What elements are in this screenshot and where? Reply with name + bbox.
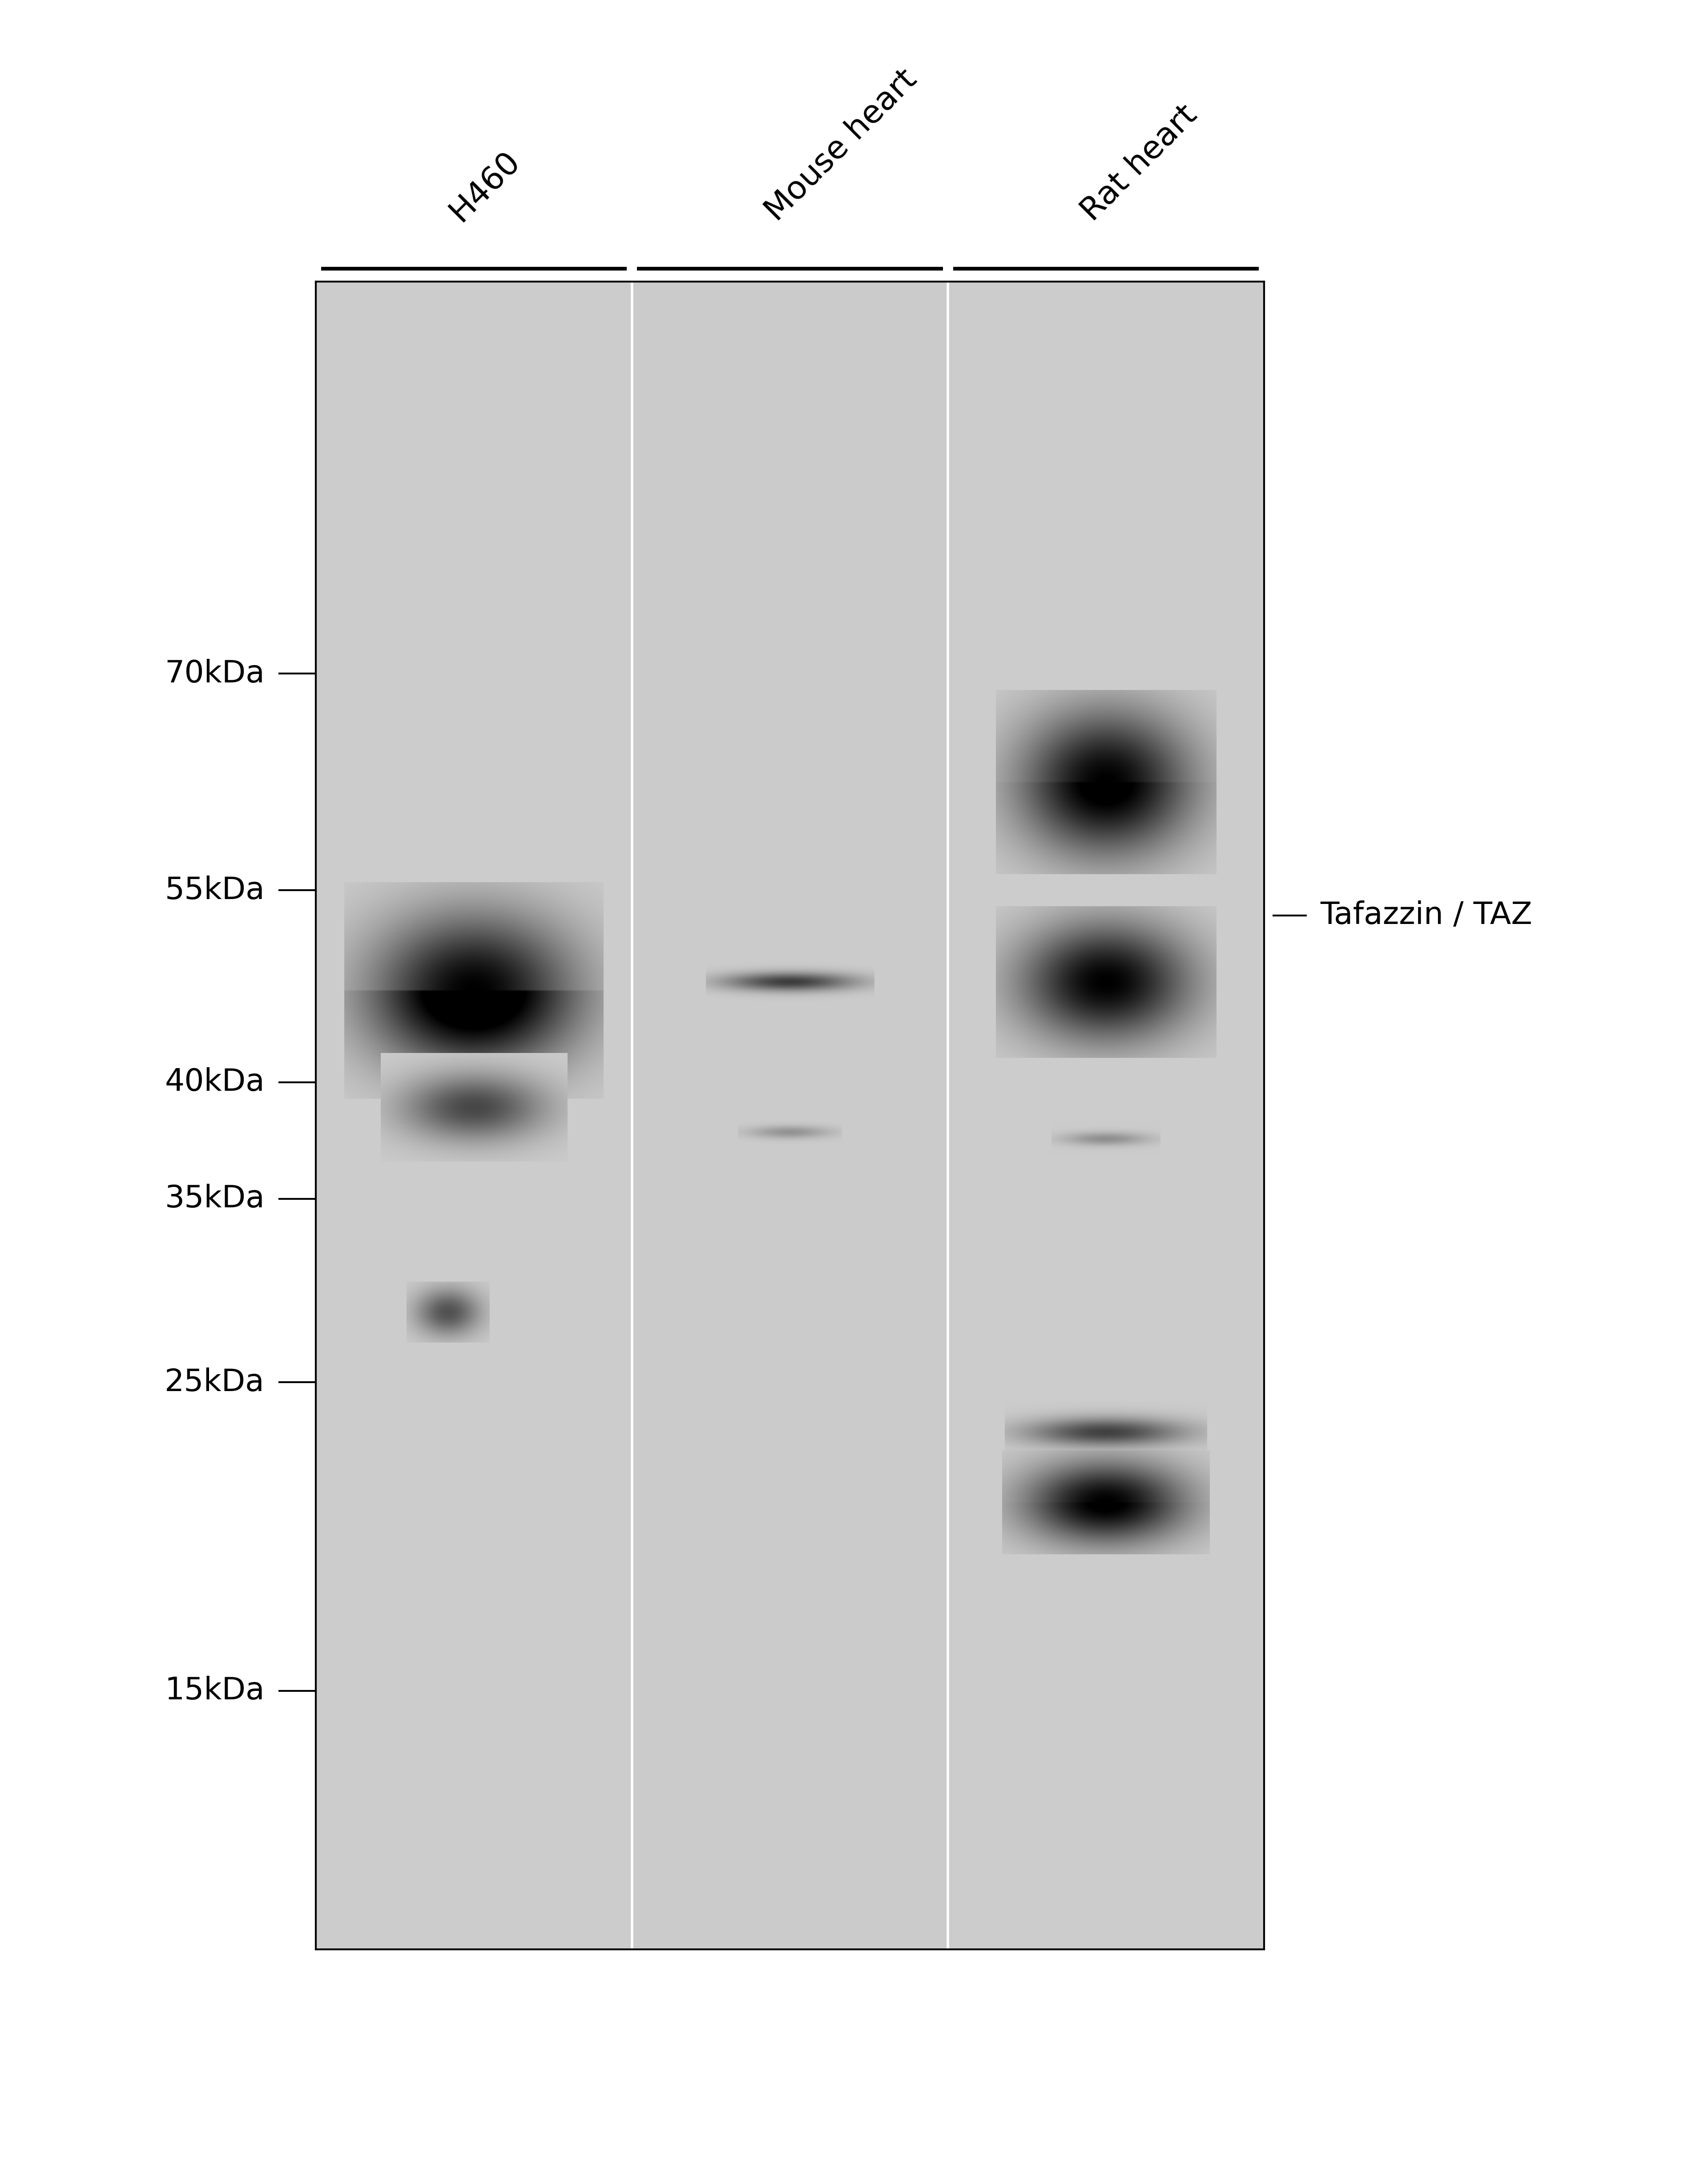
Text: 40kDa: 40kDa <box>164 1068 265 1096</box>
Bar <box>316 282 632 1949</box>
Text: Mouse heart: Mouse heart <box>760 65 922 227</box>
Text: 25kDa: 25kDa <box>164 1367 265 1397</box>
Bar <box>948 282 1264 1949</box>
Text: 15kDa: 15kDa <box>164 1676 265 1707</box>
Bar <box>632 282 948 1949</box>
Text: 55kDa: 55kDa <box>164 875 265 905</box>
Text: 70kDa: 70kDa <box>164 658 265 689</box>
Text: H460: H460 <box>444 145 526 227</box>
Text: Rat heart: Rat heart <box>1076 100 1204 227</box>
Text: Tafazzin / TAZ: Tafazzin / TAZ <box>1320 901 1532 929</box>
Text: 35kDa: 35kDa <box>164 1185 265 1213</box>
